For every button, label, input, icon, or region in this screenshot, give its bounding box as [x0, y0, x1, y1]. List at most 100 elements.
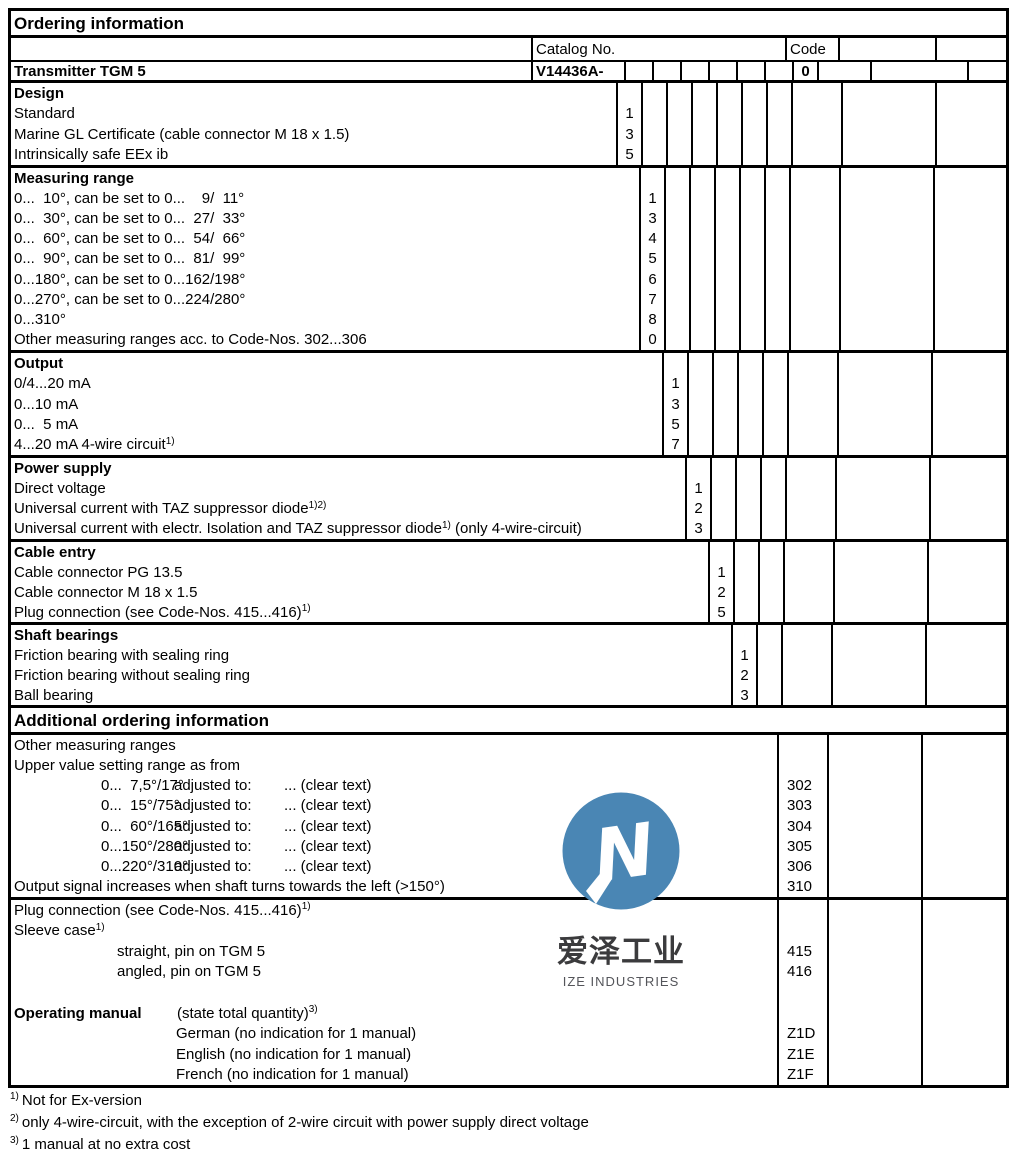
code-digit-cell	[652, 62, 680, 80]
empty-column	[837, 353, 931, 455]
blank-cell	[838, 38, 935, 60]
option-digit: 1	[625, 105, 634, 123]
empty-column	[827, 900, 921, 1085]
empty-column	[664, 168, 689, 350]
range-row: 0... 7,5°/17° adjusted to:... (clear text…	[101, 777, 372, 795]
section-power-supply: Power supply Direct voltage Universal cu…	[11, 458, 1006, 542]
fixed-code-cell: 0	[792, 62, 817, 80]
option-digit: 6	[648, 270, 657, 288]
option-digit: 0	[648, 331, 657, 349]
footnote: 1) Not for Ex-version	[10, 1091, 142, 1109]
digit-column: 1 3 5 7	[662, 353, 687, 455]
empty-column	[735, 458, 760, 539]
empty-column	[641, 83, 666, 165]
option-label: Ball bearing	[14, 686, 94, 704]
section-text: Shaft bearings Friction bearing with sea…	[11, 625, 731, 705]
range-row: 0... 60°/165° adjusted to:... (clear text…	[101, 817, 372, 835]
empty-column	[841, 83, 935, 165]
empty-column	[839, 168, 933, 350]
empty-column	[691, 83, 716, 165]
section-text: Measuring range 0... 10°, can be set to …	[11, 168, 639, 350]
code-value: 306	[787, 858, 813, 876]
option-label: Output signal increases when shaft turns…	[14, 878, 445, 896]
option-label: 0... 10°, can be set to 0... 9/ 11°	[14, 189, 245, 207]
section-title: Shaft bearings	[14, 626, 119, 644]
option-label: 0...10 mA	[14, 395, 79, 413]
code-column: 302 303 304 305 306 310	[777, 735, 827, 897]
catalog-no-header: Catalog No.	[531, 38, 785, 60]
option-digit: 1	[694, 479, 703, 497]
code-column	[783, 542, 833, 622]
empty-column	[666, 83, 691, 165]
option-label: French (no indication for 1 manual)	[176, 1066, 409, 1084]
catalog-header-row: Catalog No. Code	[11, 38, 1006, 62]
blank-cell	[870, 62, 967, 80]
code-value: 305	[787, 837, 813, 855]
section-text: Power supply Direct voltage Universal cu…	[11, 458, 685, 539]
watermark-chinese: 爱泽工业	[557, 934, 685, 969]
option-label: English (no indication for 1 manual)	[176, 1045, 412, 1063]
option-digit: 5	[625, 146, 634, 164]
empty-column	[716, 83, 741, 165]
option-label: Other measuring ranges acc. to Code-Nos.…	[14, 331, 367, 349]
option-label: German (no indication for 1 manual)	[176, 1025, 417, 1043]
empty-column	[833, 542, 927, 622]
empty-column	[764, 168, 789, 350]
option-digit: 3	[671, 395, 680, 413]
empty-column	[758, 542, 783, 622]
additional-table-title: Additional ordering information	[11, 708, 1006, 735]
code-value: 303	[787, 797, 813, 815]
empty-column	[762, 353, 787, 455]
blank-cell	[935, 38, 1006, 60]
footnotes: 1) Not for Ex-version 2) only 4-wire-circu…	[10, 1086, 589, 1152]
code-value: Z1E	[787, 1045, 815, 1063]
option-digit: 1	[648, 189, 657, 207]
option-label: Friction bearing without sealing ring	[14, 666, 250, 684]
intro-line: Upper value setting range as from	[14, 756, 240, 774]
option-label: 0... 30°, can be set to 0... 27/ 33°	[14, 210, 246, 228]
range-row: 0...150°/280° adjusted to:... (clear text…	[101, 837, 372, 855]
option-digit: 5	[717, 603, 726, 621]
ordering-table: Ordering information Catalog No. Code Tr…	[8, 8, 1009, 708]
code-value: Z1F	[787, 1066, 814, 1084]
option-label: Cable connector PG 13.5	[14, 563, 183, 581]
code-column	[791, 83, 841, 165]
option-label: 0...180°, can be set to 0...162/198°	[14, 270, 246, 288]
code-value: 304	[787, 817, 813, 835]
option-label: Plug connection (see Code-Nos. 415...416…	[14, 901, 311, 919]
block-plug-manual: Plug connection (see Code-Nos. 415...416…	[11, 900, 1006, 1085]
code-value: 415	[787, 942, 813, 960]
option-digit: 7	[671, 436, 680, 454]
logo-notch	[586, 870, 612, 904]
empty-column	[689, 168, 714, 350]
option-label: Sleeve case 1)	[14, 921, 105, 940]
option-label: 0...310°	[14, 311, 66, 329]
section-title: Design	[14, 84, 65, 102]
option-label: angled, pin on TGM 5	[117, 963, 261, 981]
empty-column	[929, 458, 1006, 539]
digit-column: 1 3 4 5 6 7 8 0	[639, 168, 664, 350]
section-title: Power supply	[14, 459, 112, 477]
digit-column: 1 2 3	[731, 625, 756, 705]
section-measuring-range: Measuring range 0... 10°, can be set to …	[11, 168, 1006, 353]
section-output: Output 0/4...20 mA 0...10 mA 0... 5 mA 4…	[11, 353, 1006, 458]
range-row: 0...220°/310° adjusted to:... (clear text…	[101, 858, 372, 876]
empty-column	[741, 83, 766, 165]
option-digit: 7	[648, 290, 657, 308]
option-digit: 5	[671, 415, 680, 433]
empty-column	[712, 353, 737, 455]
code-digit-cell	[680, 62, 708, 80]
empty-column	[831, 625, 925, 705]
ize-logo-icon: N	[562, 792, 680, 910]
section-cable-entry: Cable entry Cable connector PG 13.5 Cabl…	[11, 542, 1006, 625]
option-label: Direct voltage	[14, 479, 106, 497]
code-column: 415 416 Z1D Z1E Z1F	[777, 900, 827, 1085]
digit-column: 1 2 3	[685, 458, 710, 539]
code-value: 302	[787, 777, 813, 795]
range-row: 0... 15°/75° adjusted to:... (clear text)	[101, 797, 372, 815]
empty-column	[737, 353, 762, 455]
code-digit-cell	[736, 62, 764, 80]
option-label: Cable connector M 18 x 1.5	[14, 583, 198, 601]
option-digit: 2	[740, 666, 749, 684]
